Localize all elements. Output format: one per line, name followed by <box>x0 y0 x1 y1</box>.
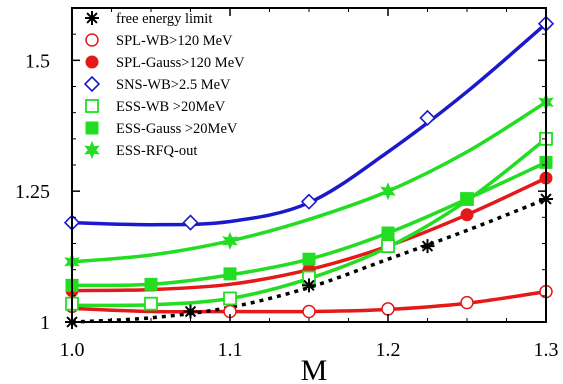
data-point <box>144 296 158 311</box>
axis-ticks: 1.0 1.1 1.2 1.3 1 1.25 1.5 <box>15 8 559 361</box>
data-point <box>460 295 474 310</box>
y-tick-label: 1.25 <box>15 181 50 203</box>
legend-item: ESS-Gauss >20MeV <box>85 121 238 137</box>
legend-item: SNS-WB>2.5 MeV <box>83 75 231 93</box>
legend-marker <box>84 140 100 160</box>
legend-label: SNS-WB>2.5 MeV <box>116 77 231 93</box>
data-point <box>460 208 474 222</box>
data-point <box>420 239 435 254</box>
data-point <box>381 226 395 240</box>
legend-item: SPL-Gauss>120 MeV <box>85 55 245 71</box>
data-point <box>381 239 395 254</box>
legend: free energy limit SPL-WB>120 MeV SPL-Gauss… <box>83 11 245 160</box>
data-point <box>183 304 198 319</box>
legend-label: ESS-Gauss >20MeV <box>116 121 238 137</box>
legend-item: free energy limit <box>85 11 212 27</box>
legend-label: SPL-Gauss>120 MeV <box>116 55 245 71</box>
legend-marker <box>85 99 99 113</box>
legend-marker <box>83 75 101 93</box>
data-point <box>222 231 238 250</box>
data-point <box>381 302 395 316</box>
legend-marker <box>85 55 99 69</box>
legend-item: ESS-WB >20MeV <box>85 99 226 115</box>
data-point <box>460 192 474 206</box>
data-point <box>419 109 436 127</box>
legend-marker <box>85 33 99 47</box>
x-tick-label: 1.0 <box>60 339 85 361</box>
series-line <box>71 197 547 324</box>
x-axis-label: M <box>301 354 328 384</box>
legend-label: free energy limit <box>116 11 212 27</box>
data-point <box>223 291 237 306</box>
data-point <box>302 278 316 293</box>
data-point <box>144 277 158 291</box>
data-point <box>223 267 237 281</box>
x-tick-label: 1.1 <box>218 339 243 361</box>
legend-marker <box>85 11 99 25</box>
data-point <box>300 193 318 210</box>
data-point <box>380 182 396 201</box>
legend-item: ESS-RFQ-out <box>84 140 197 160</box>
legend-item: SPL-WB>120 MeV <box>85 33 233 49</box>
series-line <box>70 100 548 264</box>
x-tick-label: 1.3 <box>534 339 559 361</box>
legend-label: ESS-RFQ-out <box>116 143 197 159</box>
data-point <box>302 252 316 266</box>
y-tick-label: 1.5 <box>25 50 50 72</box>
data-point <box>302 304 316 319</box>
y-tick-label: 1 <box>40 312 50 334</box>
legend-label: ESS-WB >20MeV <box>116 99 226 115</box>
legend-marker <box>85 121 99 135</box>
legend-label: SPL-WB>120 MeV <box>116 33 233 49</box>
data-point <box>182 214 199 231</box>
x-tick-label: 1.2 <box>376 339 401 361</box>
